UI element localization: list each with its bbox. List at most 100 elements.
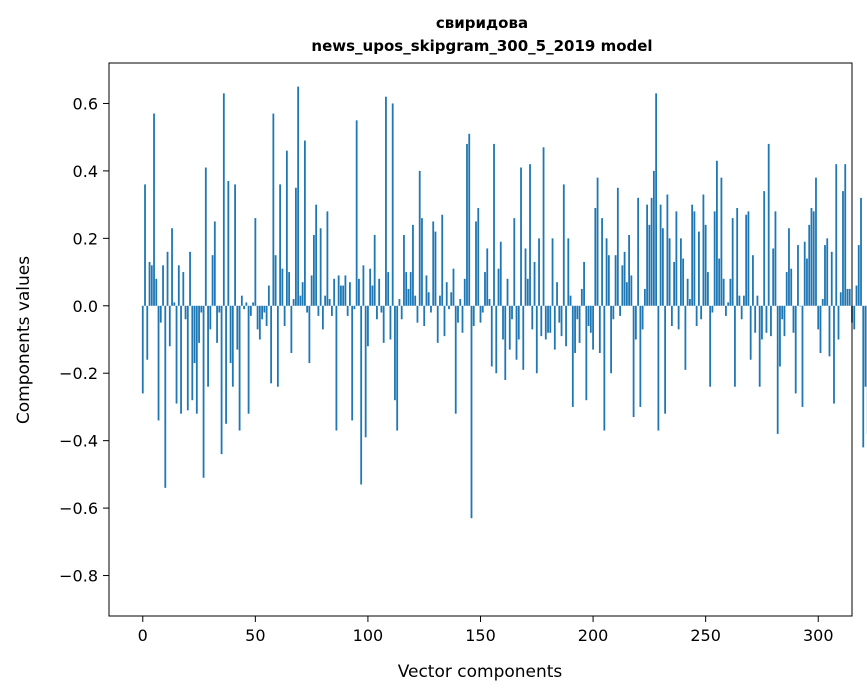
bar — [144, 184, 146, 306]
bar — [461, 305, 464, 333]
bar — [319, 228, 322, 306]
bar — [231, 305, 234, 387]
bar — [364, 305, 367, 438]
bar — [848, 288, 851, 306]
bar — [731, 218, 734, 306]
bar — [558, 305, 561, 323]
bar — [864, 305, 867, 387]
bar — [810, 207, 813, 306]
bar — [533, 261, 536, 306]
bar — [182, 272, 185, 306]
bar — [367, 305, 369, 347]
bar — [432, 221, 435, 306]
bar — [772, 248, 775, 306]
bar — [520, 167, 522, 306]
bar — [328, 299, 331, 306]
bar — [303, 140, 306, 306]
y-axis-ticks: −0.8 −0.6 −0.4 −0.2 0.0 0.2 0.4 0.6 — [59, 94, 109, 586]
bar — [475, 221, 477, 306]
bar — [623, 251, 626, 306]
bar — [443, 305, 446, 337]
bar — [312, 234, 315, 306]
bar — [436, 305, 439, 343]
bar — [700, 305, 703, 320]
bar — [747, 211, 750, 306]
bar — [445, 282, 448, 306]
bar — [576, 305, 579, 320]
bar — [560, 305, 563, 337]
bar — [430, 305, 432, 313]
bar — [828, 305, 831, 357]
bar — [702, 194, 705, 306]
bar — [749, 305, 752, 360]
bar — [344, 275, 347, 306]
bar — [218, 305, 221, 313]
bar — [562, 184, 565, 306]
bar — [407, 288, 410, 306]
bar — [781, 305, 784, 320]
bar — [745, 214, 748, 306]
bar — [740, 305, 743, 320]
bar — [267, 285, 270, 306]
bar — [688, 299, 691, 306]
bar — [583, 261, 585, 306]
bar — [448, 305, 450, 310]
bar — [276, 305, 279, 387]
bar — [490, 305, 493, 367]
chart-title: свиридова — [436, 14, 528, 32]
bar — [835, 164, 838, 306]
bar — [398, 299, 401, 306]
bar — [211, 255, 214, 306]
bar — [630, 275, 633, 306]
bar — [499, 241, 502, 306]
bar — [331, 305, 333, 316]
bar — [335, 305, 338, 431]
bar — [166, 251, 169, 306]
bar — [761, 305, 763, 340]
bar — [691, 204, 694, 306]
bar — [718, 258, 721, 306]
bar — [220, 305, 223, 455]
bar — [695, 305, 698, 327]
bar — [743, 295, 745, 306]
bar — [454, 305, 457, 414]
bar — [189, 251, 191, 306]
bar — [306, 305, 309, 313]
bar — [472, 305, 475, 327]
bar — [727, 302, 730, 306]
bar — [824, 245, 826, 306]
bar — [767, 143, 770, 306]
bar — [243, 305, 245, 310]
bar — [227, 181, 230, 306]
bar — [409, 272, 412, 306]
bar — [603, 305, 606, 431]
bar — [598, 305, 601, 353]
bar — [619, 305, 621, 316]
bar — [421, 218, 423, 306]
bar — [285, 150, 288, 306]
bar — [225, 305, 227, 424]
bar — [497, 268, 500, 306]
bar — [200, 305, 203, 313]
bar — [477, 207, 480, 306]
bar — [610, 305, 612, 374]
bar — [538, 238, 540, 306]
bar — [783, 305, 786, 337]
bar — [265, 305, 268, 327]
bar — [596, 177, 599, 306]
bar — [441, 214, 444, 306]
bar — [565, 305, 567, 347]
bar — [801, 305, 804, 407]
bar — [459, 299, 462, 306]
bar — [752, 255, 754, 306]
bar — [779, 305, 781, 367]
bar — [529, 164, 531, 306]
chart-subtitle: news_upos_skipgram_300_5_2019 model — [311, 37, 652, 55]
bar — [830, 251, 833, 306]
bar — [756, 295, 759, 306]
bar — [601, 218, 603, 306]
bar — [585, 305, 588, 401]
bar — [186, 305, 189, 411]
bar — [648, 224, 651, 306]
bar — [639, 305, 642, 407]
